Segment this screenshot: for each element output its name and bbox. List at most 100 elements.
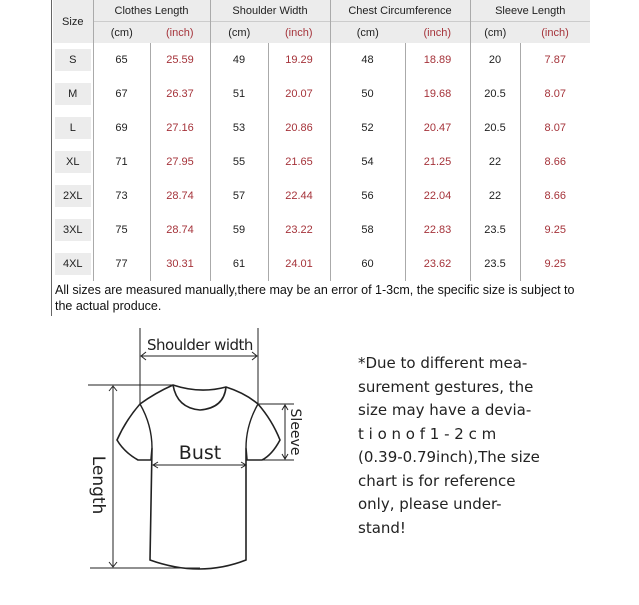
cm-value: 57 (209, 179, 268, 213)
cm-value: 59 (209, 213, 268, 247)
inch-value: 8.66 (519, 145, 591, 179)
cm-value: 49 (209, 43, 268, 77)
cm-value: 52 (329, 111, 405, 145)
size-label: L (54, 117, 91, 139)
cm-value: 69 (92, 111, 150, 145)
table-row: 3XL 75 28.74 59 23.22 58 22.83 23.5 9.25 (53, 213, 591, 247)
cm-value: 71 (92, 145, 150, 179)
cm-value: 50 (329, 77, 405, 111)
size-label: 2XL (54, 185, 91, 207)
cm-value: 20 (469, 43, 521, 77)
inch-value: 20.86 (267, 111, 330, 145)
cm-value: 54 (329, 145, 405, 179)
header-shoulder-width: Shoulder Width (209, 0, 330, 22)
header-clothes-length: Clothes Length (92, 0, 210, 22)
size-header: Size (53, 0, 93, 43)
inch-value: 21.65 (267, 145, 330, 179)
table-row: 4XL 77 30.31 61 24.01 60 23.62 23.5 9.25 (53, 247, 591, 281)
size-cell: L (53, 111, 93, 145)
size-cell: S (53, 43, 93, 77)
inch-value: 20.07 (267, 77, 330, 111)
inch-value: 26.37 (149, 77, 210, 111)
size-cell: M (53, 77, 93, 111)
cm-value: 48 (329, 43, 405, 77)
inch-value: 22.04 (404, 179, 471, 213)
size-label: XL (54, 151, 91, 173)
cm-value: 77 (92, 247, 150, 281)
table-row: S 65 25.59 49 19.29 48 18.89 20 7.87 (53, 43, 591, 77)
cm-value: 20.5 (469, 111, 521, 145)
cm-value: 22 (469, 179, 521, 213)
table-row: M 67 26.37 51 20.07 50 19.68 20.5 8.07 (53, 77, 591, 111)
shoulder-width-label: Shoulder width (147, 336, 253, 354)
inch-value: 23.62 (404, 247, 471, 281)
header-chest: Chest Circumference (329, 0, 471, 22)
cm-value: 51 (209, 77, 268, 111)
unit-inch: (inch) (150, 21, 210, 43)
size-label: M (54, 83, 91, 105)
unit-cm: (cm) (329, 21, 405, 43)
header-sleeve-length: Sleeve Length (469, 0, 591, 22)
inch-value: 8.07 (519, 111, 591, 145)
measurement-disclaimer: *Due to different mea- surement gestures… (358, 354, 540, 537)
unit-cm: (cm) (92, 21, 150, 43)
table-row: L 69 27.16 53 20.86 52 20.47 20.5 8.07 (53, 111, 591, 145)
cm-value: 61 (209, 247, 268, 281)
size-cell: 4XL (53, 247, 93, 281)
unit-cm: (cm) (469, 21, 521, 43)
inch-value: 28.74 (149, 179, 210, 213)
inch-value: 8.07 (519, 77, 591, 111)
inch-value: 21.25 (404, 145, 471, 179)
inch-value: 27.95 (149, 145, 210, 179)
cm-value: 20.5 (469, 77, 521, 111)
inch-value: 27.16 (149, 111, 210, 145)
tshirt-outline (116, 384, 281, 570)
table-row: 2XL 73 28.74 57 22.44 56 22.04 22 8.66 (53, 179, 591, 213)
cm-value: 73 (92, 179, 150, 213)
inch-value: 20.47 (404, 111, 471, 145)
length-label: Length (88, 456, 108, 515)
left-border (51, 0, 52, 316)
inch-value: 22.44 (267, 179, 330, 213)
size-label: 3XL (54, 219, 91, 241)
cm-value: 67 (92, 77, 150, 111)
size-label: 4XL (54, 253, 91, 275)
cm-value: 60 (329, 247, 405, 281)
table-row: XL 71 27.95 55 21.65 54 21.25 22 8.66 (53, 145, 591, 179)
cm-value: 58 (329, 213, 405, 247)
inch-value: 18.89 (404, 43, 471, 77)
bust-label: Bust (179, 442, 221, 464)
unit-cm: (cm) (209, 21, 268, 43)
cm-value: 75 (92, 213, 150, 247)
inch-value: 28.74 (149, 213, 210, 247)
inch-value: 22.83 (404, 213, 471, 247)
inch-value: 23.22 (267, 213, 330, 247)
inch-value: 19.29 (267, 43, 330, 77)
size-cell: 3XL (53, 213, 93, 247)
size-cell: 2XL (53, 179, 93, 213)
inch-value: 9.25 (519, 213, 591, 247)
inch-value: 9.25 (519, 247, 591, 281)
size-table: Size Clothes Length Shoulder Width Chest… (53, 0, 591, 281)
inch-value: 7.87 (519, 43, 591, 77)
sleeve-label: Sleeve (287, 409, 303, 456)
size-label: S (54, 49, 91, 71)
measurement-note: All sizes are measured manually,there ma… (55, 283, 575, 313)
cm-value: 22 (469, 145, 521, 179)
inch-value: 19.68 (404, 77, 471, 111)
cm-value: 55 (209, 145, 268, 179)
cm-value: 53 (209, 111, 268, 145)
size-cell: XL (53, 145, 93, 179)
inch-value: 8.66 (519, 179, 591, 213)
cm-value: 65 (92, 43, 150, 77)
cm-value: 56 (329, 179, 405, 213)
cm-value: 23.5 (469, 247, 521, 281)
inch-value: 24.01 (267, 247, 330, 281)
unit-inch: (inch) (405, 21, 471, 43)
unit-inch: (inch) (520, 21, 591, 43)
collar (172, 384, 227, 411)
inch-value: 30.31 (149, 247, 210, 281)
inch-value: 25.59 (149, 43, 210, 77)
